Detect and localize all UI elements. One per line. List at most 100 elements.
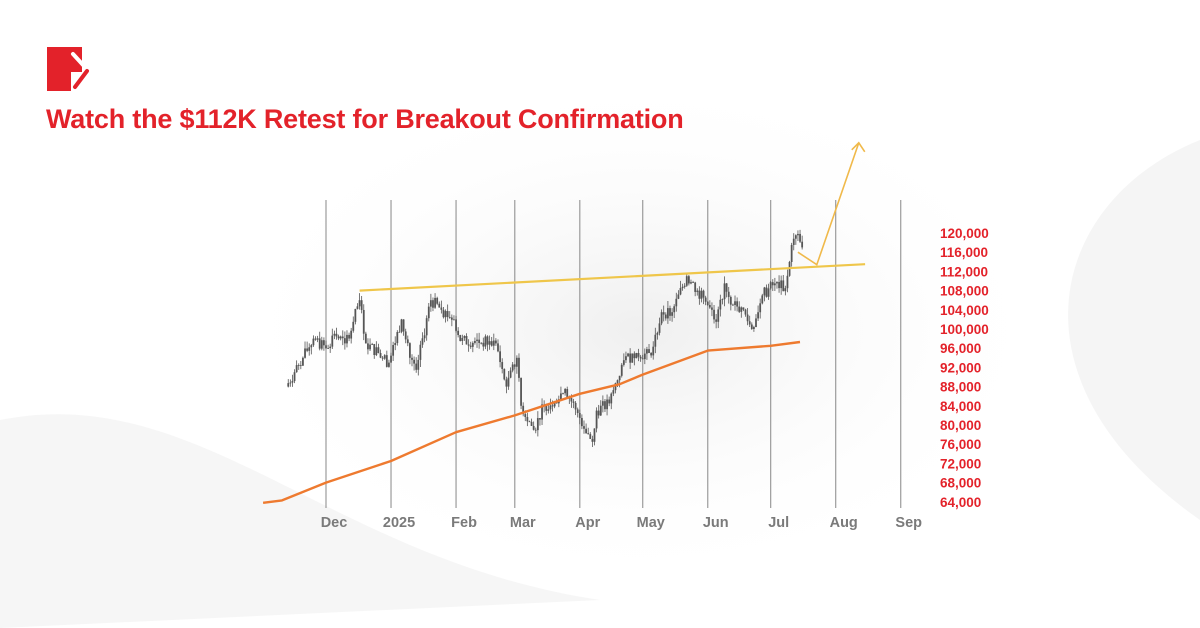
candle-body — [385, 355, 388, 367]
candle-body — [681, 286, 684, 289]
candle-body — [673, 306, 676, 313]
candle-body — [719, 299, 722, 310]
candle-body — [687, 276, 690, 284]
candle-body — [572, 401, 575, 403]
candle-body — [501, 362, 504, 369]
x-tick-label: Feb — [451, 515, 477, 531]
candle-body — [350, 330, 353, 339]
candle-body — [765, 287, 768, 297]
candle-body — [532, 425, 535, 430]
candle-body — [536, 418, 539, 431]
candle-body — [419, 344, 422, 360]
candle-body — [744, 309, 747, 315]
candle-body — [436, 297, 439, 304]
y-tick-label: 80,000 — [940, 418, 981, 433]
candle-body — [478, 339, 481, 343]
candle-body — [312, 338, 315, 346]
candle-body — [694, 282, 697, 292]
candle-body — [541, 404, 543, 420]
candle-body — [520, 377, 522, 406]
candle-body — [625, 356, 627, 361]
candle-body — [356, 306, 359, 309]
candle-body — [620, 364, 623, 376]
candle-body — [499, 351, 501, 363]
candle-body — [471, 342, 474, 347]
candle-body — [576, 409, 579, 413]
candle-body — [608, 399, 611, 404]
candle-body — [320, 340, 323, 349]
x-tick-label: 2025 — [383, 515, 415, 531]
candle-body — [381, 357, 384, 359]
candle-body — [388, 362, 390, 367]
candle-body — [486, 336, 489, 345]
candle-body — [289, 382, 292, 384]
candle-body — [421, 338, 424, 345]
candle-body — [637, 353, 640, 357]
candle-body — [346, 334, 348, 344]
candle-body — [771, 282, 774, 286]
candle-body — [564, 389, 567, 394]
candle-body — [763, 287, 766, 296]
candle-body — [400, 319, 403, 332]
candle-body — [469, 345, 472, 347]
candle-body — [392, 345, 395, 356]
candle-body — [734, 301, 736, 305]
candle-body — [293, 372, 296, 382]
candle-body — [362, 309, 365, 334]
candle-body — [287, 383, 290, 387]
y-tick-label: 72,000 — [940, 456, 981, 471]
candle-body — [369, 344, 371, 350]
candle-body — [390, 355, 392, 363]
candle-body — [474, 341, 476, 343]
candle-body — [641, 358, 644, 360]
candle-body — [797, 233, 799, 236]
candle-body — [677, 294, 680, 299]
candle-body — [685, 276, 688, 286]
candle-body — [547, 409, 550, 411]
candle-body — [329, 346, 332, 349]
candle-body — [505, 379, 508, 387]
candle-body — [534, 429, 537, 431]
x-tick-label: Sep — [895, 515, 922, 531]
candle-body — [662, 312, 665, 315]
y-tick-label: 92,000 — [940, 360, 981, 375]
candle-body — [318, 338, 321, 349]
candle-body — [488, 341, 491, 345]
candle-body — [335, 333, 338, 337]
candle-body — [509, 370, 512, 378]
candle-body — [524, 414, 527, 418]
candle-body — [578, 413, 581, 418]
candle-body — [364, 333, 367, 344]
y-tick-label: 108,000 — [940, 284, 989, 299]
candle-body — [708, 305, 711, 308]
x-tick-label: Jul — [768, 515, 789, 531]
y-tick-label: 120,000 — [940, 226, 989, 241]
candle-body — [379, 353, 382, 358]
candle-body — [377, 347, 380, 353]
candle-body — [316, 338, 319, 340]
candle-body — [593, 428, 596, 442]
candle-body — [591, 438, 594, 442]
projection-arrow — [797, 142, 860, 266]
candle-body — [417, 359, 420, 370]
candle-body — [629, 353, 632, 363]
x-tick-label: May — [637, 515, 665, 531]
candle-body — [585, 428, 587, 434]
candle-body — [297, 365, 300, 366]
candle-body — [398, 331, 401, 333]
candle-body — [776, 281, 778, 284]
candle-body — [794, 235, 797, 239]
candle-body — [599, 405, 602, 416]
candle-body — [664, 314, 667, 319]
candle-body — [549, 405, 552, 410]
candle-body — [627, 353, 629, 357]
page-title: Watch the $112K Retest for Breakout Conf… — [46, 104, 684, 134]
candle-body — [423, 335, 426, 339]
candle-body — [650, 352, 653, 356]
candle-body — [761, 295, 764, 304]
candle-body — [612, 390, 615, 394]
candle-body — [530, 421, 533, 426]
candle-body — [583, 426, 585, 429]
x-tick-label: Mar — [510, 515, 536, 531]
